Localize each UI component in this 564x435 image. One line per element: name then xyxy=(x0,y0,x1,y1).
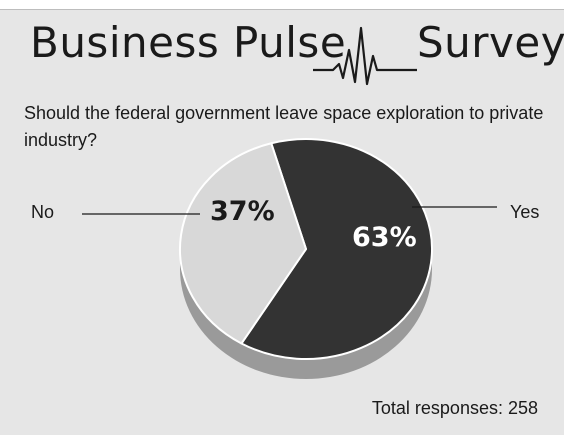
total-responses: Total responses: 258 xyxy=(371,398,538,418)
legend-label-no: No xyxy=(31,202,55,222)
survey-question: Should the federal government leave spac… xyxy=(24,103,544,150)
data-label-yes: 63% xyxy=(352,222,417,253)
page-title: Business Pulse Survey xyxy=(30,18,564,86)
title-part2: Survey xyxy=(417,18,564,67)
pie-slice-yes xyxy=(240,138,433,360)
pie-slice-no xyxy=(179,142,307,345)
top-border xyxy=(0,0,564,10)
legend-label-yes: Yes xyxy=(510,202,540,222)
data-label-no: 37% xyxy=(210,196,275,227)
title-part1: Business Pulse xyxy=(30,18,347,67)
heartbeat-pulse-icon xyxy=(313,26,417,86)
